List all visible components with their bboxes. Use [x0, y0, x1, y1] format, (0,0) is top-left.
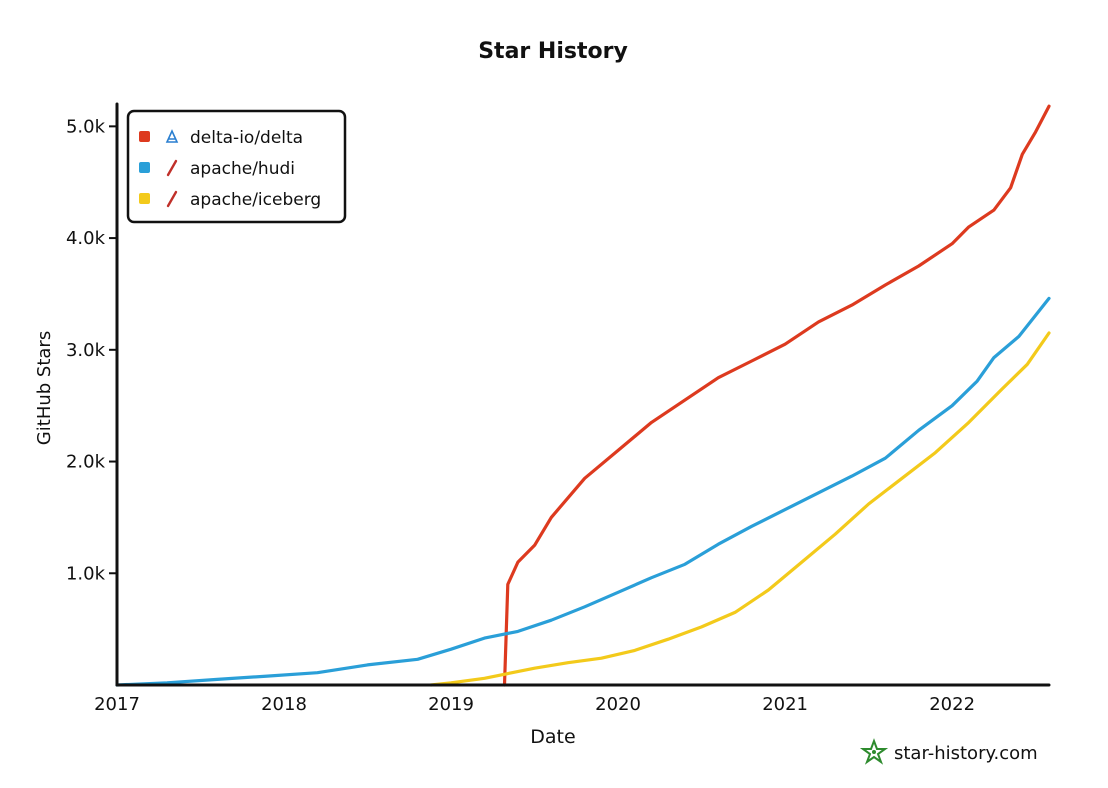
plot-area [115, 104, 1051, 687]
series-line-apache-hudi [115, 296, 1051, 687]
y-axis-label-text: GitHub Stars [34, 331, 55, 445]
watermark-text: star-history.com [894, 743, 1038, 764]
legend-label: apache/iceberg [190, 190, 321, 210]
legend-swatch [139, 162, 150, 173]
x-tick-label-2019: 2019 [428, 694, 474, 715]
feather-icon [166, 159, 178, 177]
y-tick-label-1.0k: 1.0k [66, 563, 106, 584]
watermark: star-history.com [859, 738, 1038, 765]
legend-swatch [139, 193, 150, 204]
x-axis-ticks: 2017 2018 2019 2020 2021 2022 [94, 694, 975, 715]
x-axis-label: Date [530, 726, 575, 748]
x-tick-label-2018: 2018 [261, 694, 307, 715]
y-tick-label-4.0k: 4.0k [66, 228, 106, 249]
y-tick-label-2.0k: 2.0k [66, 452, 106, 473]
star-history-logo-icon [859, 738, 889, 765]
y-axis-ticks: 1.0k 2.0k 3.0k 4.0k 5.0k [66, 116, 117, 584]
x-tick-label-2017: 2017 [94, 694, 140, 715]
series-line-delta-io-delta [502, 104, 1051, 687]
x-tick-label-2020: 2020 [595, 694, 641, 715]
y-tick-label-3.0k: 3.0k [66, 340, 106, 361]
x-tick-label-2021: 2021 [762, 694, 808, 715]
legend-label: apache/hudi [190, 159, 295, 179]
x-tick-label-2022: 2022 [929, 694, 975, 715]
legend-label: delta-io/delta [190, 128, 303, 148]
chart-title: Star History [478, 39, 628, 64]
y-axis-label: GitHub Stars [34, 331, 55, 445]
series-line-apache-iceberg [429, 331, 1051, 687]
y-tick-label-5.0k: 5.0k [66, 116, 106, 137]
feather-icon [166, 190, 178, 208]
delta-logo-icon [165, 129, 179, 143]
legend-swatch [139, 131, 150, 142]
legend: delta-io/delta apache/hudi apache/iceberg [126, 109, 347, 224]
legend-box [126, 109, 347, 224]
